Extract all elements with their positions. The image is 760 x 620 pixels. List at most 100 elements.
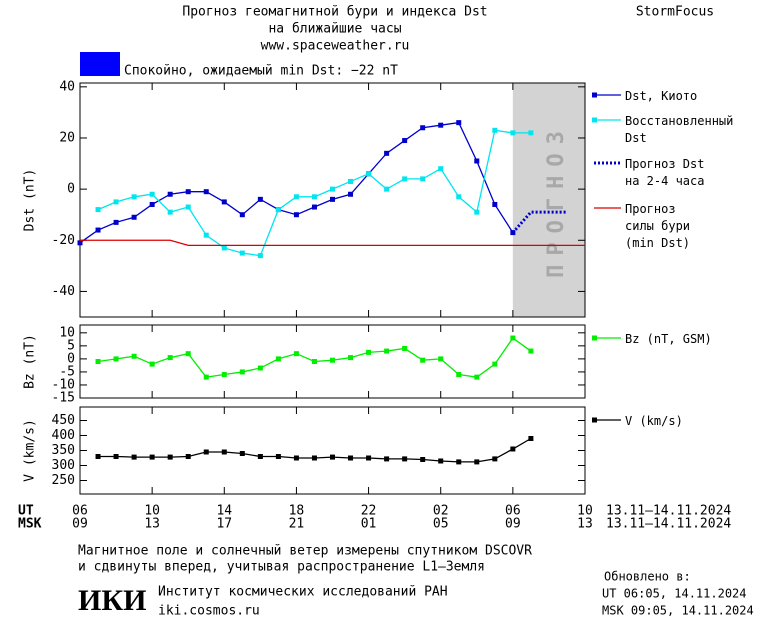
point (348, 191, 354, 197)
series-line (80, 239, 585, 247)
point (438, 356, 444, 362)
point (474, 459, 480, 465)
point (203, 449, 209, 455)
x-tick-label: 10 (577, 504, 593, 519)
x-tick-label-msk: 05 (433, 517, 449, 532)
point (366, 455, 372, 461)
y-tick-label: -20 (52, 233, 75, 248)
point (275, 454, 281, 459)
x-tick-label: 10 (144, 504, 160, 519)
x-tick-label-msk: 21 (289, 517, 305, 532)
legend-entry: Прогноз Dst на 2-4 часа (625, 157, 705, 188)
point (167, 209, 173, 215)
point (311, 194, 317, 200)
updated-msk: MSK 09:05, 14.11.2024 (602, 604, 754, 618)
logo: ИКИ (78, 584, 146, 617)
series-line (511, 210, 567, 234)
x-tick-label: 18 (289, 504, 305, 519)
x-tick-label-msk: 17 (216, 517, 232, 532)
legend-entry: Прогноз силы бури (min Dst) (625, 202, 691, 250)
point (384, 348, 390, 354)
point (239, 451, 245, 456)
url: www.spaceweather.ru (261, 39, 410, 54)
y-tick-label: -10 (52, 377, 75, 392)
institute: Институт космических исследований РАН (158, 585, 448, 600)
point (474, 209, 480, 215)
point (438, 166, 444, 172)
updated-ut: UT 06:05, 14.11.2024 (602, 587, 747, 601)
point (95, 359, 101, 364)
point (95, 454, 101, 459)
point (239, 212, 245, 218)
point (167, 454, 173, 460)
legend-entry: Bz (nT, GSM) (625, 332, 712, 346)
series-line (79, 121, 514, 244)
point (528, 130, 534, 136)
point (293, 351, 299, 357)
point (366, 349, 372, 355)
point (293, 194, 299, 200)
point (257, 454, 263, 459)
x-tick-label-msk: 01 (361, 517, 377, 532)
x-tick-label-msk: 13 (577, 517, 593, 532)
y-tick-label: 20 (59, 130, 75, 145)
y-axis-label: Dst (nT) (23, 169, 38, 232)
point (438, 458, 444, 464)
x-tick-label: 06 (72, 504, 88, 519)
point (348, 178, 354, 184)
point (492, 361, 498, 367)
point (275, 356, 281, 362)
legend-entry: Dst, Киото (625, 89, 698, 103)
point (113, 454, 119, 459)
point (203, 374, 209, 380)
point (384, 186, 390, 192)
point (131, 353, 137, 359)
forecast-label: ПРОГНОЗ (544, 122, 569, 278)
ut-label: UT (18, 504, 34, 519)
point (221, 449, 227, 455)
institute-url: iki.cosmos.ru (158, 604, 260, 619)
point (149, 454, 155, 460)
status-box (80, 52, 120, 76)
plot-frame (79, 82, 586, 318)
point (402, 138, 408, 144)
point (257, 365, 263, 371)
point (113, 199, 119, 205)
x-tick-label: 02 (433, 504, 449, 519)
point (348, 355, 354, 361)
point (456, 194, 462, 200)
point (77, 240, 83, 246)
point (131, 214, 137, 220)
plot-frame (79, 324, 586, 399)
point (474, 374, 480, 380)
subtitle: на ближайшие часы (268, 22, 401, 37)
point (492, 201, 498, 207)
point (131, 194, 137, 200)
point (239, 369, 245, 375)
legend-marker (592, 117, 597, 123)
ut-range: 13.11–14.11.2024 (606, 504, 731, 519)
x-tick-label: 06 (505, 504, 521, 519)
point (167, 355, 173, 361)
y-tick-label: 5 (67, 338, 75, 353)
y-tick-label: 40 (59, 79, 75, 94)
y-tick-label: 450 (52, 413, 75, 428)
y-tick-label: -40 (52, 284, 75, 299)
point (149, 361, 155, 367)
legend-marker (592, 92, 597, 98)
point (221, 199, 227, 205)
point (293, 212, 299, 218)
updated-label: Обновлено в: (604, 570, 691, 584)
point (510, 335, 516, 341)
point (293, 455, 299, 461)
point (149, 201, 155, 207)
x-tick-label: 14 (216, 504, 232, 519)
point (492, 456, 498, 462)
point (528, 436, 534, 441)
x-tick-label: 22 (361, 504, 377, 519)
x-tick-label-msk: 09 (72, 517, 88, 532)
point (456, 120, 462, 126)
forecast-region (512, 83, 585, 317)
point (311, 204, 317, 210)
